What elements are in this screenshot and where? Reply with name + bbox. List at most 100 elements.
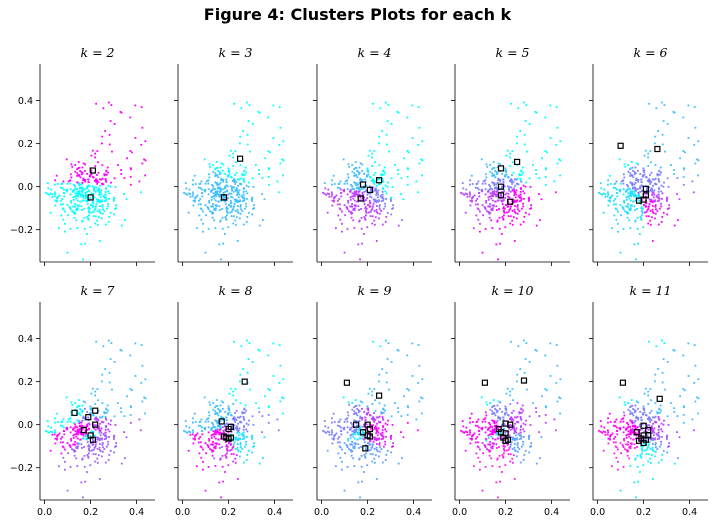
scatter-point: [631, 191, 634, 194]
scatter-point: [544, 116, 547, 119]
scatter-point: [370, 187, 372, 189]
scatter-point: [530, 207, 532, 210]
scatter-point: [485, 201, 488, 204]
centroid-marker: [89, 436, 97, 443]
scatter-point: [375, 240, 378, 242]
scatter-point: [380, 438, 383, 441]
scatter-point: [267, 414, 270, 416]
scatter-point: [366, 407, 369, 410]
scatter-point: [382, 170, 385, 173]
scatter-point: [103, 412, 106, 415]
scatter-point: [323, 182, 326, 185]
scatter-point: [64, 460, 66, 463]
scatter-point: [649, 150, 652, 153]
scatter-point: [202, 230, 204, 233]
x-tick-label: 0.0: [37, 507, 52, 518]
scatter-point: [89, 174, 91, 177]
scatter-point: [344, 452, 347, 455]
scatter-point: [490, 208, 493, 211]
scatter-point: [258, 349, 261, 352]
scatter-point: [641, 185, 644, 188]
scatter-point: [661, 197, 663, 200]
scatter-point: [114, 424, 117, 426]
scatter-point: [219, 457, 222, 460]
scatter-point: [491, 426, 494, 429]
scatter-point: [657, 173, 660, 176]
scatter-point: [381, 179, 384, 182]
scatter-point: [491, 209, 494, 212]
scatter-point: [205, 214, 208, 217]
scatter-point: [658, 436, 661, 438]
centroid-marker: [507, 421, 514, 428]
scatter-point: [416, 429, 419, 432]
scatter-point: [104, 179, 107, 182]
scatter-point: [346, 193, 349, 196]
scatter-point: [611, 194, 614, 197]
scatter-point: [650, 438, 652, 441]
scatter-point: [140, 381, 143, 384]
scatter-point: [381, 196, 384, 199]
scatter-point: [371, 453, 374, 456]
scatter-point: [81, 428, 83, 431]
scatter-point: [492, 204, 495, 207]
scatter-point: [375, 190, 378, 193]
scatter-point: [120, 349, 123, 352]
scatter-point: [673, 169, 675, 172]
scatter-point: [647, 453, 650, 456]
scatter-point: [504, 412, 506, 415]
scatter-point: [115, 204, 118, 207]
scatter-point: [218, 243, 221, 246]
scatter-point: [499, 197, 502, 200]
scatter-point: [491, 168, 494, 171]
scatter-point: [380, 174, 383, 177]
scatter-point: [652, 450, 655, 453]
scatter-point: [372, 102, 374, 105]
scatter-point: [607, 193, 610, 196]
scatter-point: [365, 445, 368, 448]
scatter-point: [509, 390, 512, 393]
scatter-point: [616, 433, 619, 436]
scatter-point: [105, 199, 108, 202]
scatter-point: [129, 150, 132, 152]
scatter-point: [75, 195, 78, 197]
scatter-point: [396, 348, 399, 351]
scatter-point: [382, 408, 385, 411]
scatter-point: [630, 174, 633, 177]
scatter-point: [231, 424, 234, 427]
scatter-point: [662, 211, 665, 214]
scatter-point: [113, 177, 116, 180]
centroid-marker: [497, 192, 505, 199]
scatter-point: [544, 388, 547, 390]
scatter-point: [629, 168, 632, 171]
scatter-point: [368, 443, 371, 446]
scatter-point: [420, 396, 423, 399]
scatter-point: [45, 191, 47, 194]
scatter-point: [482, 452, 485, 455]
scatter-point: [385, 192, 388, 195]
scatter-point: [470, 174, 473, 177]
scatter-point: [76, 192, 79, 194]
scatter-point: [344, 214, 347, 217]
scatter-point: [493, 193, 496, 196]
scatter-point: [646, 209, 649, 211]
scatter-point: [499, 431, 502, 434]
scatter-point: [516, 199, 519, 202]
scatter-point: [500, 432, 503, 435]
scatter-point: [250, 436, 253, 439]
scatter-point: [509, 394, 512, 397]
scatter-point: [376, 196, 379, 199]
scatter-point: [81, 410, 84, 412]
scatter-point: [70, 163, 73, 166]
scatter-point: [511, 174, 513, 176]
scatter-point: [365, 211, 368, 214]
scatter-point: [512, 161, 514, 164]
scatter-point: [627, 187, 630, 190]
scatter-point: [634, 410, 637, 412]
scatter-point: [627, 443, 630, 446]
scatter-point: [629, 227, 632, 229]
scatter-point: [119, 348, 122, 351]
scatter-point: [225, 444, 228, 447]
scatter-point: [374, 409, 377, 412]
scatter-point: [353, 199, 356, 202]
scatter-point: [203, 158, 206, 161]
